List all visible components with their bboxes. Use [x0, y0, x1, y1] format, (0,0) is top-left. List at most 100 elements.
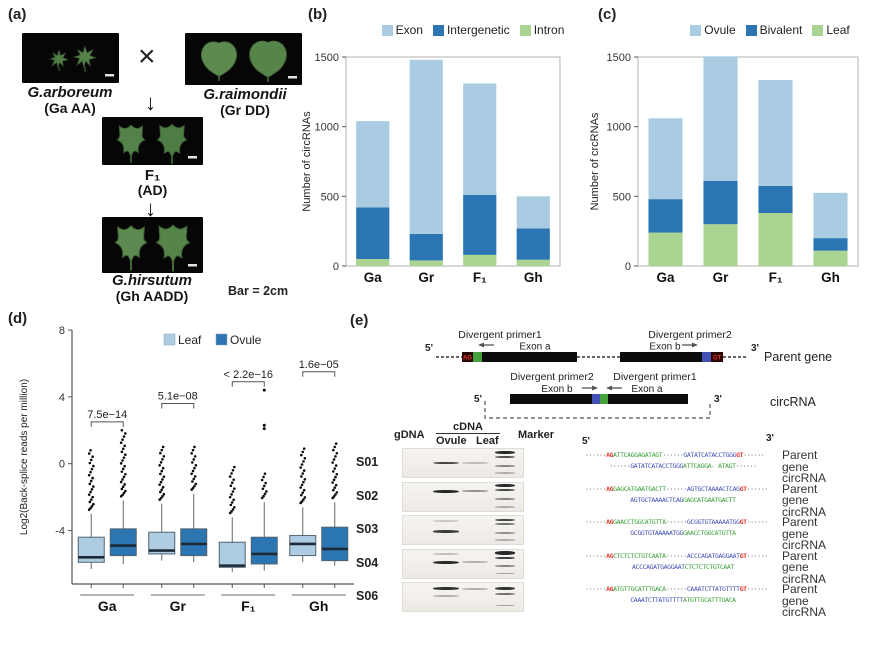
seq-segment: GT	[739, 585, 747, 593]
down-arrow-icon: ↓	[145, 196, 156, 221]
exon-a-label: Exon a	[631, 384, 663, 395]
panel-c-label: (c)	[598, 6, 617, 23]
outlier-dot	[123, 483, 126, 486]
gel-row-id: S02	[356, 488, 379, 503]
outlier-dot	[121, 459, 124, 462]
outlier-dot	[122, 456, 126, 459]
outlier-dot	[261, 487, 265, 491]
seq-segment: ······	[746, 551, 768, 560]
outlier-dot	[92, 502, 95, 506]
outlier-dot	[160, 469, 164, 473]
bar-segment-intron	[516, 259, 550, 266]
seq-segment: GAGCATGAATGACTT	[613, 484, 666, 493]
seq-segment: ······	[665, 585, 687, 593]
seq-segment: AG	[606, 518, 614, 526]
gel-band-ovule	[433, 595, 460, 598]
parent-gene-sequence-S03: ······AGGAACCTGGCATGTTA······GCGGTGTAAAA…	[585, 517, 781, 527]
bar-segment-exon	[409, 59, 443, 234]
pvalue-label: 7.5e−14	[87, 409, 127, 421]
outlier-dot	[335, 473, 339, 476]
leaf-shape	[73, 45, 97, 72]
outlier-dot	[89, 479, 93, 483]
seq-segment: AG	[606, 451, 614, 459]
outlier-dot	[123, 444, 126, 448]
outlier-dot	[193, 455, 197, 458]
outlier-dot	[300, 483, 304, 487]
box-Gh-leaf	[289, 535, 317, 557]
leaf-image-arboreum	[49, 45, 114, 77]
parent-gene-row-label: Parent gene	[782, 548, 818, 574]
seq-segment: ACCCAGATGAGGAAT	[686, 551, 740, 560]
gel-lane-image-S06	[402, 582, 524, 612]
outlier-dot	[262, 423, 266, 427]
circrna-row-label: circRNA	[782, 471, 826, 485]
outlier-dot	[124, 453, 127, 457]
seq-segment: ATGTTGCATTTGACA	[613, 585, 666, 593]
exon-b-bar	[620, 352, 702, 362]
outlier-dot	[299, 486, 302, 489]
seq-segment: GT	[739, 551, 747, 560]
exon-b-label: Exon b	[649, 342, 681, 353]
y-tick-label: 1000	[607, 122, 631, 134]
gel-band-ovule	[433, 560, 460, 564]
seq-segment: ATTCAGGA- ATAGT	[683, 462, 736, 470]
gel-band-marker	[495, 604, 515, 607]
legend-item-ovule: Ovule	[690, 23, 736, 37]
outlier-dot	[89, 458, 93, 462]
outlier-dot	[122, 475, 126, 479]
photo-f1	[102, 117, 203, 165]
seq-segment: ······	[585, 451, 607, 459]
seq-segment: ······	[746, 518, 768, 526]
seq-segment: GT	[739, 484, 747, 493]
outlier-dot	[301, 450, 305, 454]
seq-segment: ······	[585, 585, 607, 593]
seq-segment: ······	[585, 518, 607, 526]
gel-band-ovule	[433, 489, 460, 493]
outlier-dot	[120, 470, 124, 473]
legend-swatch	[432, 24, 444, 36]
seq-segment: AG	[606, 585, 614, 593]
bar-segment-ovule	[703, 56, 738, 182]
circrna-sequence-S01: ······GATATCATACCTGGGATTCAGGA- ATAGT····…	[585, 461, 781, 471]
circrna-sequence-S03: GCGGTGTAAAAATGGGAACCTGGCATGTTA	[585, 528, 781, 538]
bar-segment-leaf	[758, 213, 793, 266]
outlier-dot	[89, 506, 92, 510]
outlier-dot	[262, 427, 266, 431]
plot-frame	[637, 56, 859, 267]
outlier-dot	[191, 461, 194, 464]
outlier-dot	[122, 491, 126, 495]
outlier-dot	[334, 475, 337, 479]
gel-band-marker	[495, 484, 515, 488]
outlier-dot	[159, 461, 163, 464]
outlier-dot	[332, 488, 335, 492]
exon-a-bar	[462, 352, 577, 362]
circ-junction-bracket	[484, 401, 711, 419]
leaf-shape	[156, 123, 188, 165]
scale-bar	[288, 76, 297, 79]
outlier-dot	[264, 481, 267, 485]
cross-symbol: ×	[138, 40, 156, 73]
bar-segment-intron	[409, 260, 443, 266]
outlier-dot	[333, 486, 337, 489]
legend-item-exon: Exon	[381, 23, 423, 37]
seq-segment: CAAATCTTATGTTTT	[630, 596, 683, 604]
parent-gene-row-label: Parent gene	[782, 448, 818, 474]
outlier-dot	[262, 388, 266, 392]
outlier-dot	[228, 475, 232, 478]
bar-segment-intergenetic	[409, 233, 443, 261]
outlier-dot	[301, 472, 305, 475]
outlier-dot	[162, 492, 166, 496]
outlier-dot	[88, 461, 92, 465]
outlier-dot	[302, 447, 306, 450]
circrna-sequence-S04: ACCCAGATGAGGAATCTCTCTCTGTCAAT	[585, 562, 781, 572]
gel-band-marker	[495, 456, 515, 459]
gel-lane-image-S04	[402, 548, 524, 579]
gel-band-leaf	[462, 462, 488, 464]
outlier-dot	[90, 467, 94, 471]
outlier-dot	[122, 435, 126, 438]
bar-segment-intergenetic	[463, 194, 497, 255]
gel-band-marker	[495, 586, 515, 590]
seq-segment: GCGGTGTAAAAATGG	[630, 529, 683, 537]
outlier-dot	[159, 496, 163, 500]
bar-segment-exon	[516, 196, 550, 229]
